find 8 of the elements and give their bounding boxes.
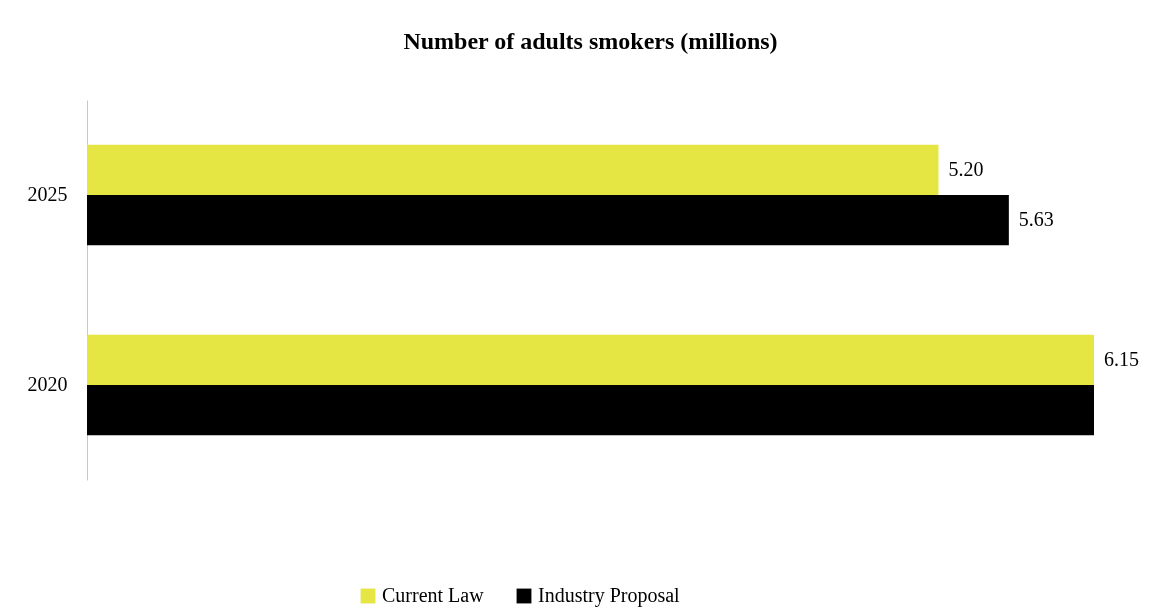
chart-title: Number of adults smokers (millions): [403, 28, 778, 54]
data-label: 5.20: [948, 157, 984, 180]
legend-label: Industry Proposal: [538, 584, 681, 607]
data-label: 6.15: [1104, 347, 1139, 370]
y-tick-label: 2020: [27, 373, 68, 395]
data-label: 5.63: [1018, 208, 1054, 231]
legend-label: Current Law: [382, 584, 485, 606]
y-tick-label: 2025: [27, 183, 68, 205]
